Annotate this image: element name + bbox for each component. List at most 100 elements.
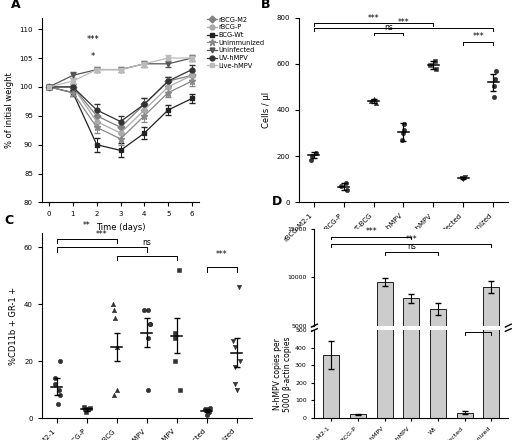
Point bbox=[308, 153, 316, 160]
Point bbox=[203, 412, 212, 419]
Point bbox=[205, 404, 214, 411]
Point bbox=[399, 120, 408, 128]
Point bbox=[109, 301, 117, 308]
Point bbox=[82, 409, 90, 416]
Text: ns: ns bbox=[407, 242, 416, 251]
Point bbox=[144, 335, 152, 342]
Text: ***: *** bbox=[87, 35, 100, 44]
Bar bbox=[430, 0, 446, 418]
Point bbox=[56, 392, 64, 399]
Bar bbox=[323, 370, 339, 374]
Point bbox=[489, 82, 498, 89]
Point bbox=[491, 75, 499, 82]
Legend: rBCG-M2, rBCG-P, BCG-Wt, Unimmunized, Uninfected, UV-hMPV, Live-hMPV: rBCG-M2, rBCG-P, BCG-Wt, Unimmunized, Un… bbox=[204, 14, 267, 71]
Bar bbox=[323, 355, 339, 418]
Point bbox=[432, 66, 441, 73]
Point bbox=[53, 400, 62, 407]
Point bbox=[400, 126, 408, 133]
Point bbox=[204, 406, 212, 413]
Point bbox=[342, 180, 350, 187]
Point bbox=[459, 176, 467, 183]
Y-axis label: N-hMPV copies per
5000 β-actin copies: N-hMPV copies per 5000 β-actin copies bbox=[273, 336, 292, 412]
Text: ns: ns bbox=[143, 238, 151, 247]
Text: ***: *** bbox=[368, 14, 379, 23]
Point bbox=[229, 338, 237, 345]
Point bbox=[176, 386, 184, 393]
Point bbox=[398, 137, 407, 144]
Point bbox=[110, 392, 118, 399]
Point bbox=[174, 267, 183, 274]
Bar bbox=[457, 413, 473, 418]
Text: **: ** bbox=[83, 221, 91, 231]
Point bbox=[84, 406, 93, 413]
Text: ***: *** bbox=[365, 227, 377, 236]
Point bbox=[307, 156, 315, 163]
Bar bbox=[377, 282, 392, 374]
Y-axis label: % of initial weight: % of initial weight bbox=[5, 72, 14, 148]
X-axis label: Time (days): Time (days) bbox=[96, 223, 145, 232]
Text: ***: *** bbox=[472, 321, 484, 330]
Point bbox=[231, 380, 239, 387]
Point bbox=[201, 406, 209, 413]
Point bbox=[232, 386, 241, 393]
Text: ***: *** bbox=[398, 18, 409, 27]
Point bbox=[426, 62, 434, 69]
Point bbox=[80, 403, 88, 410]
Point bbox=[457, 174, 466, 181]
Bar bbox=[403, 298, 419, 374]
Point bbox=[144, 386, 152, 393]
Point bbox=[235, 284, 243, 291]
Point bbox=[236, 358, 244, 365]
Point bbox=[231, 343, 239, 350]
Y-axis label: %CD11b + GR-1 +: %CD11b + GR-1 + bbox=[9, 286, 18, 365]
Text: ***: *** bbox=[96, 230, 107, 239]
Text: D: D bbox=[272, 194, 282, 208]
Point bbox=[431, 58, 439, 65]
Point bbox=[370, 95, 378, 103]
Text: C: C bbox=[4, 214, 13, 227]
Point bbox=[146, 321, 154, 328]
Bar bbox=[403, 0, 419, 418]
Point bbox=[343, 187, 351, 194]
Text: A: A bbox=[10, 0, 20, 11]
Text: *: * bbox=[91, 52, 95, 61]
Point bbox=[171, 335, 179, 342]
Point bbox=[490, 93, 498, 100]
Text: ns: ns bbox=[384, 23, 393, 32]
Bar bbox=[484, 0, 499, 418]
Point bbox=[337, 183, 346, 190]
Bar bbox=[350, 414, 366, 418]
Point bbox=[461, 173, 469, 180]
Point bbox=[110, 306, 118, 313]
Point bbox=[171, 358, 180, 365]
Text: ***: *** bbox=[406, 235, 417, 243]
Point bbox=[139, 306, 148, 313]
Point bbox=[367, 97, 375, 104]
Point bbox=[113, 386, 121, 393]
Point bbox=[204, 409, 213, 416]
Point bbox=[113, 343, 121, 350]
Point bbox=[312, 149, 320, 156]
Y-axis label: Cells / μl: Cells / μl bbox=[261, 92, 270, 128]
Point bbox=[81, 406, 90, 413]
Bar bbox=[377, 0, 392, 418]
Point bbox=[231, 363, 239, 370]
Text: ***: *** bbox=[216, 250, 227, 259]
Point bbox=[111, 315, 119, 322]
Point bbox=[56, 358, 64, 365]
Point bbox=[51, 375, 60, 382]
Bar bbox=[430, 309, 446, 374]
Point bbox=[86, 404, 94, 411]
Point bbox=[399, 129, 407, 136]
Bar bbox=[484, 287, 499, 374]
Point bbox=[51, 380, 59, 387]
Point bbox=[54, 386, 63, 393]
Point bbox=[144, 306, 152, 313]
Point bbox=[492, 68, 500, 75]
Point bbox=[204, 409, 213, 416]
Text: B: B bbox=[261, 0, 270, 11]
Point bbox=[372, 99, 380, 106]
Point bbox=[146, 321, 154, 328]
Point bbox=[170, 329, 179, 336]
Text: ***: *** bbox=[473, 32, 484, 41]
